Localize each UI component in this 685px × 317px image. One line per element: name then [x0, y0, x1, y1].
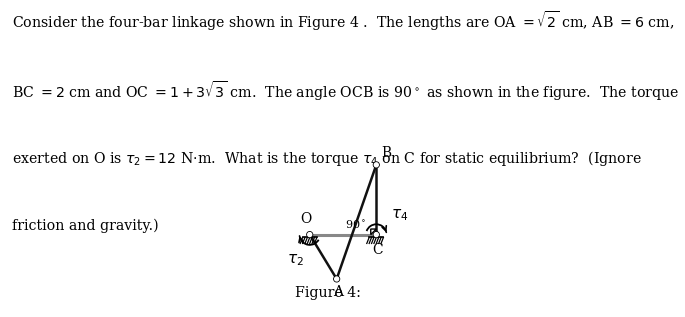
- Text: Consider the four-bar linkage shown in Figure 4 .  The lengths are OA $= \sqrt{2: Consider the four-bar linkage shown in F…: [12, 10, 675, 33]
- Text: BC $= 2$ cm and OC $= 1+3\sqrt{3}$ cm.  The angle OCB is 90$^\circ$ as shown in : BC $= 2$ cm and OC $= 1+3\sqrt{3}$ cm. T…: [12, 79, 680, 103]
- Text: $\tau_2$: $\tau_2$: [287, 252, 304, 268]
- Circle shape: [335, 277, 338, 281]
- Circle shape: [374, 233, 378, 236]
- Text: 90$^\circ$: 90$^\circ$: [345, 218, 366, 231]
- Circle shape: [307, 232, 312, 237]
- Text: $\tau_4$: $\tau_4$: [390, 207, 408, 223]
- Text: B: B: [381, 146, 391, 160]
- Circle shape: [373, 162, 379, 168]
- Text: A: A: [334, 285, 343, 299]
- Circle shape: [334, 276, 340, 282]
- Circle shape: [374, 163, 378, 167]
- Circle shape: [373, 232, 379, 237]
- Circle shape: [308, 233, 312, 236]
- Text: exerted on O is $\tau_2 = 12$ N$\cdot$m.  What is the torque $\tau_4$ on C for s: exerted on O is $\tau_2 = 12$ N$\cdot$m.…: [12, 149, 642, 168]
- Text: O: O: [300, 212, 312, 226]
- Text: C: C: [373, 243, 383, 257]
- Text: Figure 4:: Figure 4:: [295, 286, 360, 300]
- Text: friction and gravity.): friction and gravity.): [12, 219, 159, 233]
